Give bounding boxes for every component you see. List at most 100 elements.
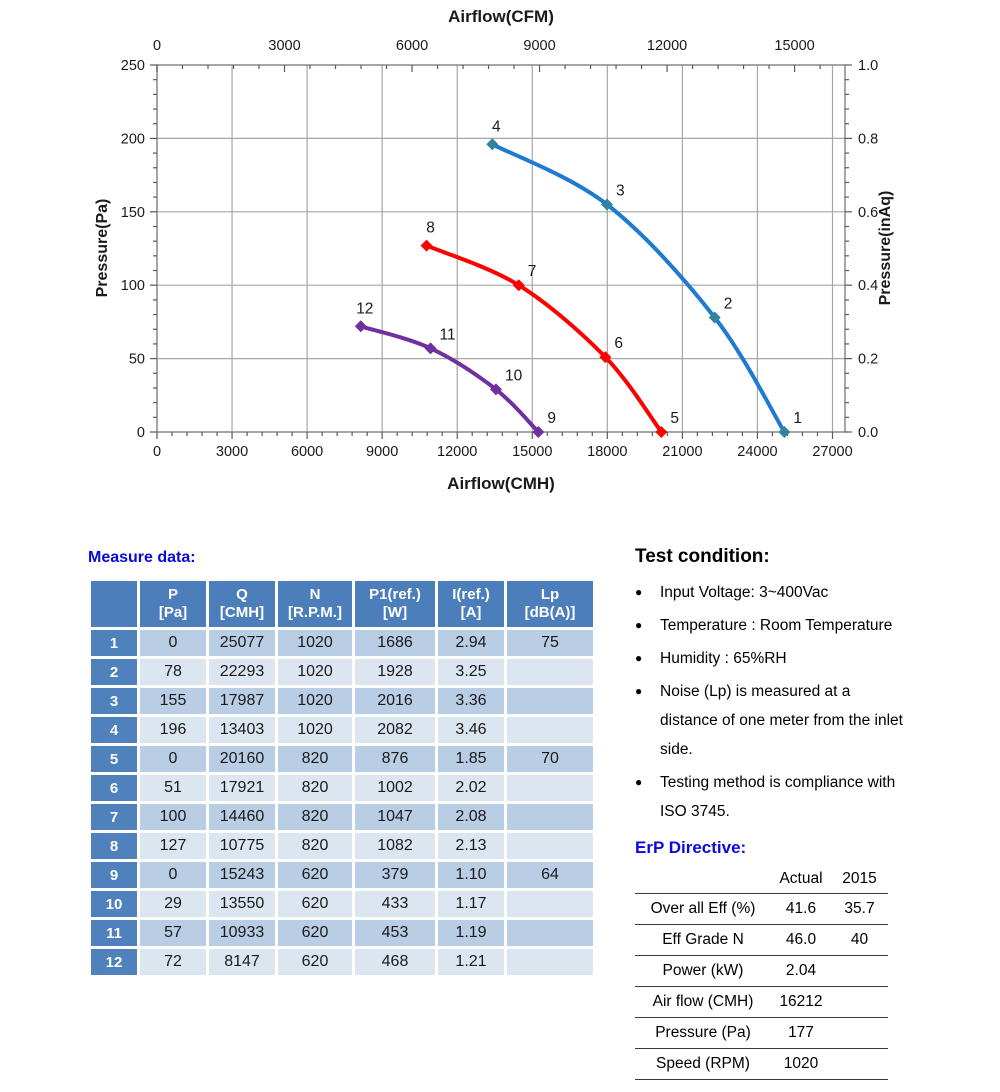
table-row: 8 127 10775 820 1082 2.13 <box>91 833 593 859</box>
data-cell: 876 <box>355 746 435 772</box>
erp-row: Pressure (Pa) 177 <box>635 1017 888 1049</box>
data-cell: 2.13 <box>438 833 504 859</box>
table-row: 6 51 17921 820 1002 2.02 <box>91 775 593 801</box>
data-cell: 1.21 <box>438 949 504 975</box>
bullet-icon: ● <box>635 684 643 698</box>
test-condition-section: Test condition: ● Input Voltage: 3~400Vac… <box>635 546 945 830</box>
table-row: 3 155 17987 1020 2016 3.36 <box>91 688 593 714</box>
data-cell: 14460 <box>209 804 275 830</box>
data-cell: 0 <box>140 746 206 772</box>
erp-value-cell: 177 <box>771 1017 831 1049</box>
erp-value-cell <box>831 1048 888 1080</box>
row-number-cell: 3 <box>91 688 137 714</box>
right-axis-title: Pressure(inAq) <box>877 191 894 306</box>
data-cell: 620 <box>278 891 352 917</box>
column-header: Q [CMH] <box>209 581 275 627</box>
data-point-label: 7 <box>528 263 537 280</box>
data-point-label: 12 <box>356 300 373 317</box>
erp-row: Air flow (CMH) 16212 <box>635 986 888 1018</box>
test-condition-item: ● Noise (Lp) is measured at a distance of… <box>635 677 945 764</box>
data-point-marker <box>354 320 367 333</box>
data-cell: 51 <box>140 775 206 801</box>
test-condition-item: ● Humidity : 65%RH <box>635 644 945 673</box>
data-cell: 620 <box>278 920 352 946</box>
left-axis-title: Pressure(Pa) <box>94 199 111 298</box>
data-cell: 100 <box>140 804 206 830</box>
table-row: 10 29 13550 620 433 1.17 <box>91 891 593 917</box>
data-cell <box>507 659 593 685</box>
erp-value-cell: 40 <box>831 924 888 956</box>
table-row: 1 0 25077 1020 1686 2.94 75 <box>91 630 593 656</box>
top-axis-tick-label: 12000 <box>647 38 687 54</box>
measure-data-section: Measure data: P [Pa] Q [CMH] N [R.P.M.] P1(ref… <box>88 549 600 978</box>
erp-value-cell: 1020 <box>771 1048 831 1080</box>
erp-value-cell: 41.6 <box>771 893 831 925</box>
data-cell: 64 <box>507 862 593 888</box>
x-axis-tick-label: 15000 <box>512 444 552 460</box>
table-row: 4 196 13403 1020 2082 3.46 <box>91 717 593 743</box>
data-point-label: 3 <box>616 182 625 199</box>
measure-table-body: 1 0 25077 1020 1686 2.94 75 2 78 22293 1020 1928 3.2… <box>91 630 593 975</box>
table-row: 5 0 20160 820 876 1.85 70 <box>91 746 593 772</box>
data-cell: 3.25 <box>438 659 504 685</box>
test-condition-item: ● Testing method is compliance with ISO 3… <box>635 768 945 826</box>
data-cell: 1047 <box>355 804 435 830</box>
erp-value-cell <box>831 986 888 1018</box>
erp-value-cell: 46.0 <box>771 924 831 956</box>
data-cell: 2016 <box>355 688 435 714</box>
right-axis-tick-label: 0.6 <box>858 205 878 221</box>
data-cell: 3.36 <box>438 688 504 714</box>
erp-directive-table: Actual 2015 Over all Eff (%) 41.6 35.7 Eff Gr… <box>635 866 888 1080</box>
column-header: P [Pa] <box>140 581 206 627</box>
data-point-marker <box>599 351 612 364</box>
erp-row: Power (kW) 2.04 <box>635 955 888 987</box>
data-point-label: 10 <box>505 367 523 384</box>
data-cell: 0 <box>140 630 206 656</box>
data-cell: 820 <box>278 833 352 859</box>
data-cell: 70 <box>507 746 593 772</box>
data-cell: 15243 <box>209 862 275 888</box>
data-point-marker <box>420 239 433 252</box>
erp-row-label: Eff Grade N <box>635 924 771 956</box>
bullet-icon: ● <box>635 618 643 632</box>
data-cell: 8147 <box>209 949 275 975</box>
row-number-cell: 8 <box>91 833 137 859</box>
data-cell: 1082 <box>355 833 435 859</box>
data-cell: 29 <box>140 891 206 917</box>
data-cell: 22293 <box>209 659 275 685</box>
data-cell: 820 <box>278 775 352 801</box>
x-axis-tick-label: 27000 <box>812 444 852 460</box>
erp-row: Speed (RPM) 1020 <box>635 1048 888 1080</box>
data-cell: 820 <box>278 804 352 830</box>
test-condition-title: Test condition: <box>635 546 770 567</box>
erp-row-label: Over all Eff (%) <box>635 893 771 925</box>
data-point-label: 11 <box>440 326 456 343</box>
data-cell <box>507 833 593 859</box>
erp-directive-section: ErP Directive: Actual 2015 Over all Eff (%… <box>635 838 891 1080</box>
data-cell: 1020 <box>278 717 352 743</box>
data-point-marker <box>655 426 668 438</box>
data-cell: 620 <box>278 862 352 888</box>
row-number-cell: 6 <box>91 775 137 801</box>
bullet-icon: ● <box>635 585 643 599</box>
data-cell: 155 <box>140 688 206 714</box>
y-axis-tick-label: 200 <box>121 131 145 147</box>
data-cell: 620 <box>278 949 352 975</box>
data-cell: 127 <box>140 833 206 859</box>
test-condition-text: Noise (Lp) is measured at a distance of … <box>660 683 903 758</box>
x-axis-tick-label: 0 <box>153 444 161 460</box>
erp-value-cell: 2.04 <box>771 955 831 987</box>
data-cell: 17921 <box>209 775 275 801</box>
data-cell: 2.02 <box>438 775 504 801</box>
erp-row: Eff Grade N 46.0 40 <box>635 924 888 956</box>
row-number-cell: 1 <box>91 630 137 656</box>
data-cell: 20160 <box>209 746 275 772</box>
data-cell: 820 <box>278 746 352 772</box>
measure-data-title: Measure data: <box>88 549 196 566</box>
y-axis-tick-label: 250 <box>121 58 145 74</box>
data-cell: 72 <box>140 949 206 975</box>
x-axis-tick-label: 12000 <box>437 444 477 460</box>
erp-header-row: Actual 2015 <box>635 866 888 894</box>
data-cell: 1686 <box>355 630 435 656</box>
data-cell: 468 <box>355 949 435 975</box>
